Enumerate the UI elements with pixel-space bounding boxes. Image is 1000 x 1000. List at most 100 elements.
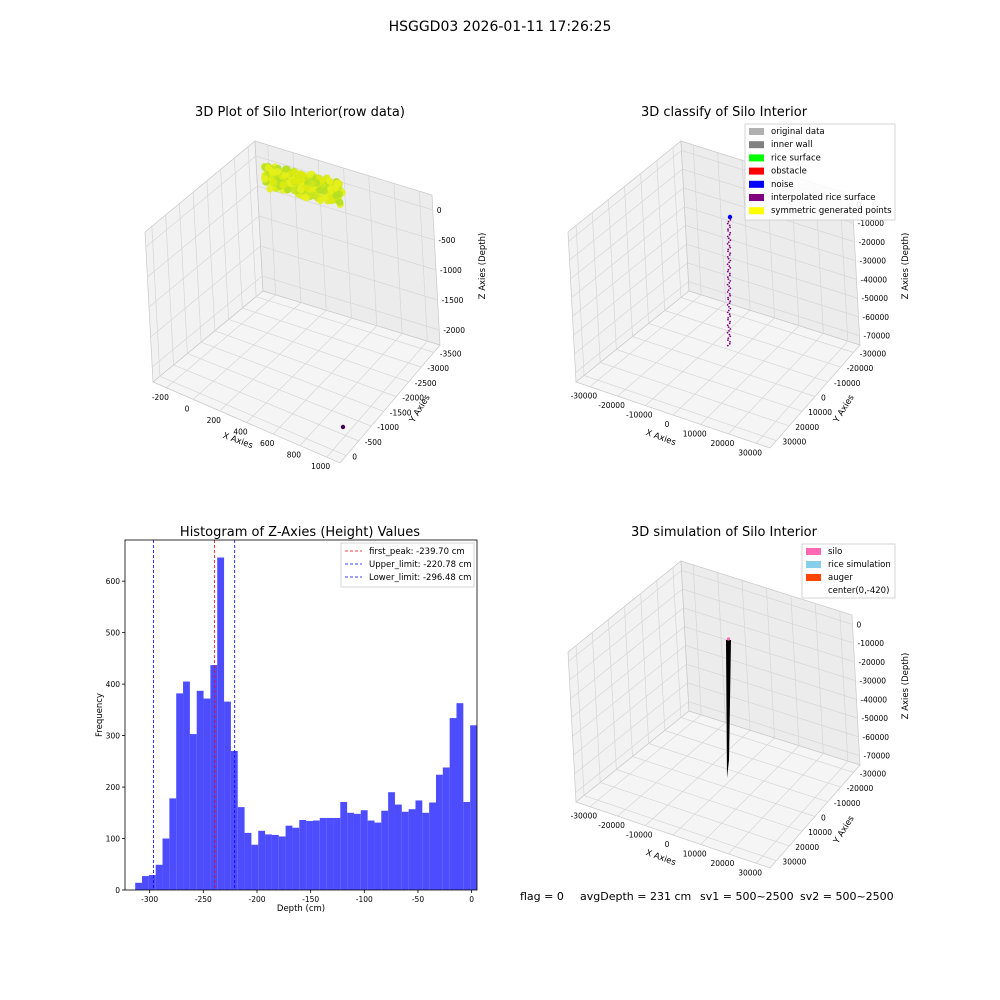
p4-y-tick-label: -30000 (860, 769, 887, 778)
raw-data-point (264, 164, 272, 172)
histogram-bar (210, 665, 218, 890)
raw-data-point (336, 198, 344, 206)
classify-point (726, 304, 729, 306)
histogram-y-label: Frequency (95, 693, 105, 737)
p2-y-tick-label: -30000 (860, 349, 887, 358)
classify-point (727, 298, 730, 301)
classify-point (729, 226, 731, 229)
p1-floor-pane (152, 290, 441, 464)
p4-z-gridline (575, 701, 860, 793)
p1-z-tick-label: -1500 (442, 296, 464, 305)
p2-y-gridline (632, 336, 816, 397)
p2-y-gridline (680, 297, 854, 353)
histogram-x-tick-label: -50 (412, 895, 424, 904)
raw-outlier-point (340, 424, 346, 430)
histogram-bar (435, 774, 443, 890)
histogram-bar (442, 767, 450, 890)
p2-y-gridline (583, 375, 777, 441)
classify-panel-title: 3D classify of Silo Interior (641, 105, 808, 120)
histogram-y-tick-label: 100 (106, 835, 121, 844)
simulation-surface-column (726, 640, 731, 778)
histogram-y-tick-label: 500 (106, 629, 121, 638)
classify-point (727, 250, 729, 253)
classify-point (726, 276, 729, 279)
p2-y-gridline (672, 147, 682, 298)
classify-point (728, 305, 730, 308)
histogram-bar (415, 800, 423, 890)
classify-point (726, 291, 729, 293)
raw-data-point (297, 186, 305, 194)
p2-y-gridline (640, 173, 649, 324)
classify-point (728, 313, 731, 316)
flag-text: flag = 0 (520, 890, 564, 903)
histogram-bar (271, 834, 279, 890)
simulation-legend-swatch (806, 548, 821, 555)
classify-point (726, 270, 729, 273)
p2-y-gridline (656, 160, 666, 311)
p2-y-tick-label: 0 (821, 394, 826, 403)
histogram-bar (340, 801, 348, 890)
raw-data-point (303, 184, 311, 192)
classify-point (728, 322, 731, 325)
simulation-panel: 3D simulation of Silo Interior -30000-20… (567, 525, 911, 877)
p2-z-tick-label: -20000 (859, 238, 886, 247)
p4-x-gridline (692, 564, 702, 715)
p2-z-gridline (572, 224, 857, 317)
classify-panel: 3D classify of Silo Interior -30000 -2000… (567, 105, 911, 457)
classify-legend-label: inner wall (771, 140, 812, 150)
p4-z-gridline (571, 626, 856, 718)
histogram-bar (292, 827, 300, 890)
classify-point (727, 317, 729, 319)
histogram-bar (183, 681, 190, 890)
raw-data-point (282, 165, 290, 173)
p2-x-gridline (717, 152, 726, 303)
p2-z-tick-label: -30000 (860, 257, 887, 266)
p4-y-tick-label: 30000 (782, 858, 806, 867)
raw-data-points (260, 162, 346, 430)
histogram-bar (251, 844, 259, 890)
classify-point (729, 267, 732, 269)
histogram-bar (278, 836, 286, 890)
p4-z-tick-label: -40000 (861, 695, 888, 704)
raw-data-point (295, 177, 303, 185)
p1-y-gridline (187, 353, 372, 427)
simulation-legend-label: center(0,-420) (828, 586, 889, 596)
p1-z-tick-label: -2000 (443, 326, 465, 335)
histogram-axis-ticks: -300 -250 -200 -150 -100 -50 0 0 100 200 300 400 500… (106, 577, 475, 904)
classify-axes-box (567, 140, 861, 449)
histogram-bar (394, 804, 402, 890)
p4-x-tick-label: -20000 (598, 821, 625, 830)
histogram-bar (353, 813, 361, 890)
classify-legend-label: original data (771, 127, 825, 137)
histogram-x-tick-label: -250 (195, 895, 212, 904)
p1-x-tick-label: 800 (287, 451, 302, 460)
p2-y-tick-label: -20000 (847, 364, 874, 373)
histogram-bar (306, 821, 313, 890)
histogram-x-tick-label: -100 (356, 895, 373, 904)
raw-data-point (269, 178, 277, 186)
p2-y-gridline (664, 310, 841, 368)
p4-z-tick-label: -10000 (858, 639, 885, 648)
p4-z-tick-label: 0 (857, 620, 862, 629)
classify-point (729, 320, 731, 323)
classify-point (728, 281, 731, 284)
p2-z-gridline (571, 206, 856, 298)
p4-y-gridline (600, 782, 790, 847)
classify-noise-point (727, 214, 733, 220)
p2-x-tick-label: -10000 (626, 411, 653, 420)
histogram-bar (388, 792, 395, 890)
histogram-x-label: Depth (cm) (277, 904, 325, 914)
classify-legend-label: noise (771, 180, 794, 190)
p1-x-gridline (192, 302, 302, 400)
simulation-legend-label: rice simulation (828, 560, 891, 570)
p1-x-gridline (166, 294, 276, 389)
p4-x-tick-label: 10000 (683, 849, 707, 858)
p4-y-gridline (640, 593, 649, 744)
classify-point (728, 285, 730, 288)
classify-point (729, 287, 732, 290)
classify-point (727, 289, 730, 291)
p4-z-gridline (574, 682, 859, 775)
classify-point (726, 324, 729, 327)
p1-y-tick-label: -2000 (402, 394, 424, 403)
p4-floor-pane (575, 710, 861, 869)
